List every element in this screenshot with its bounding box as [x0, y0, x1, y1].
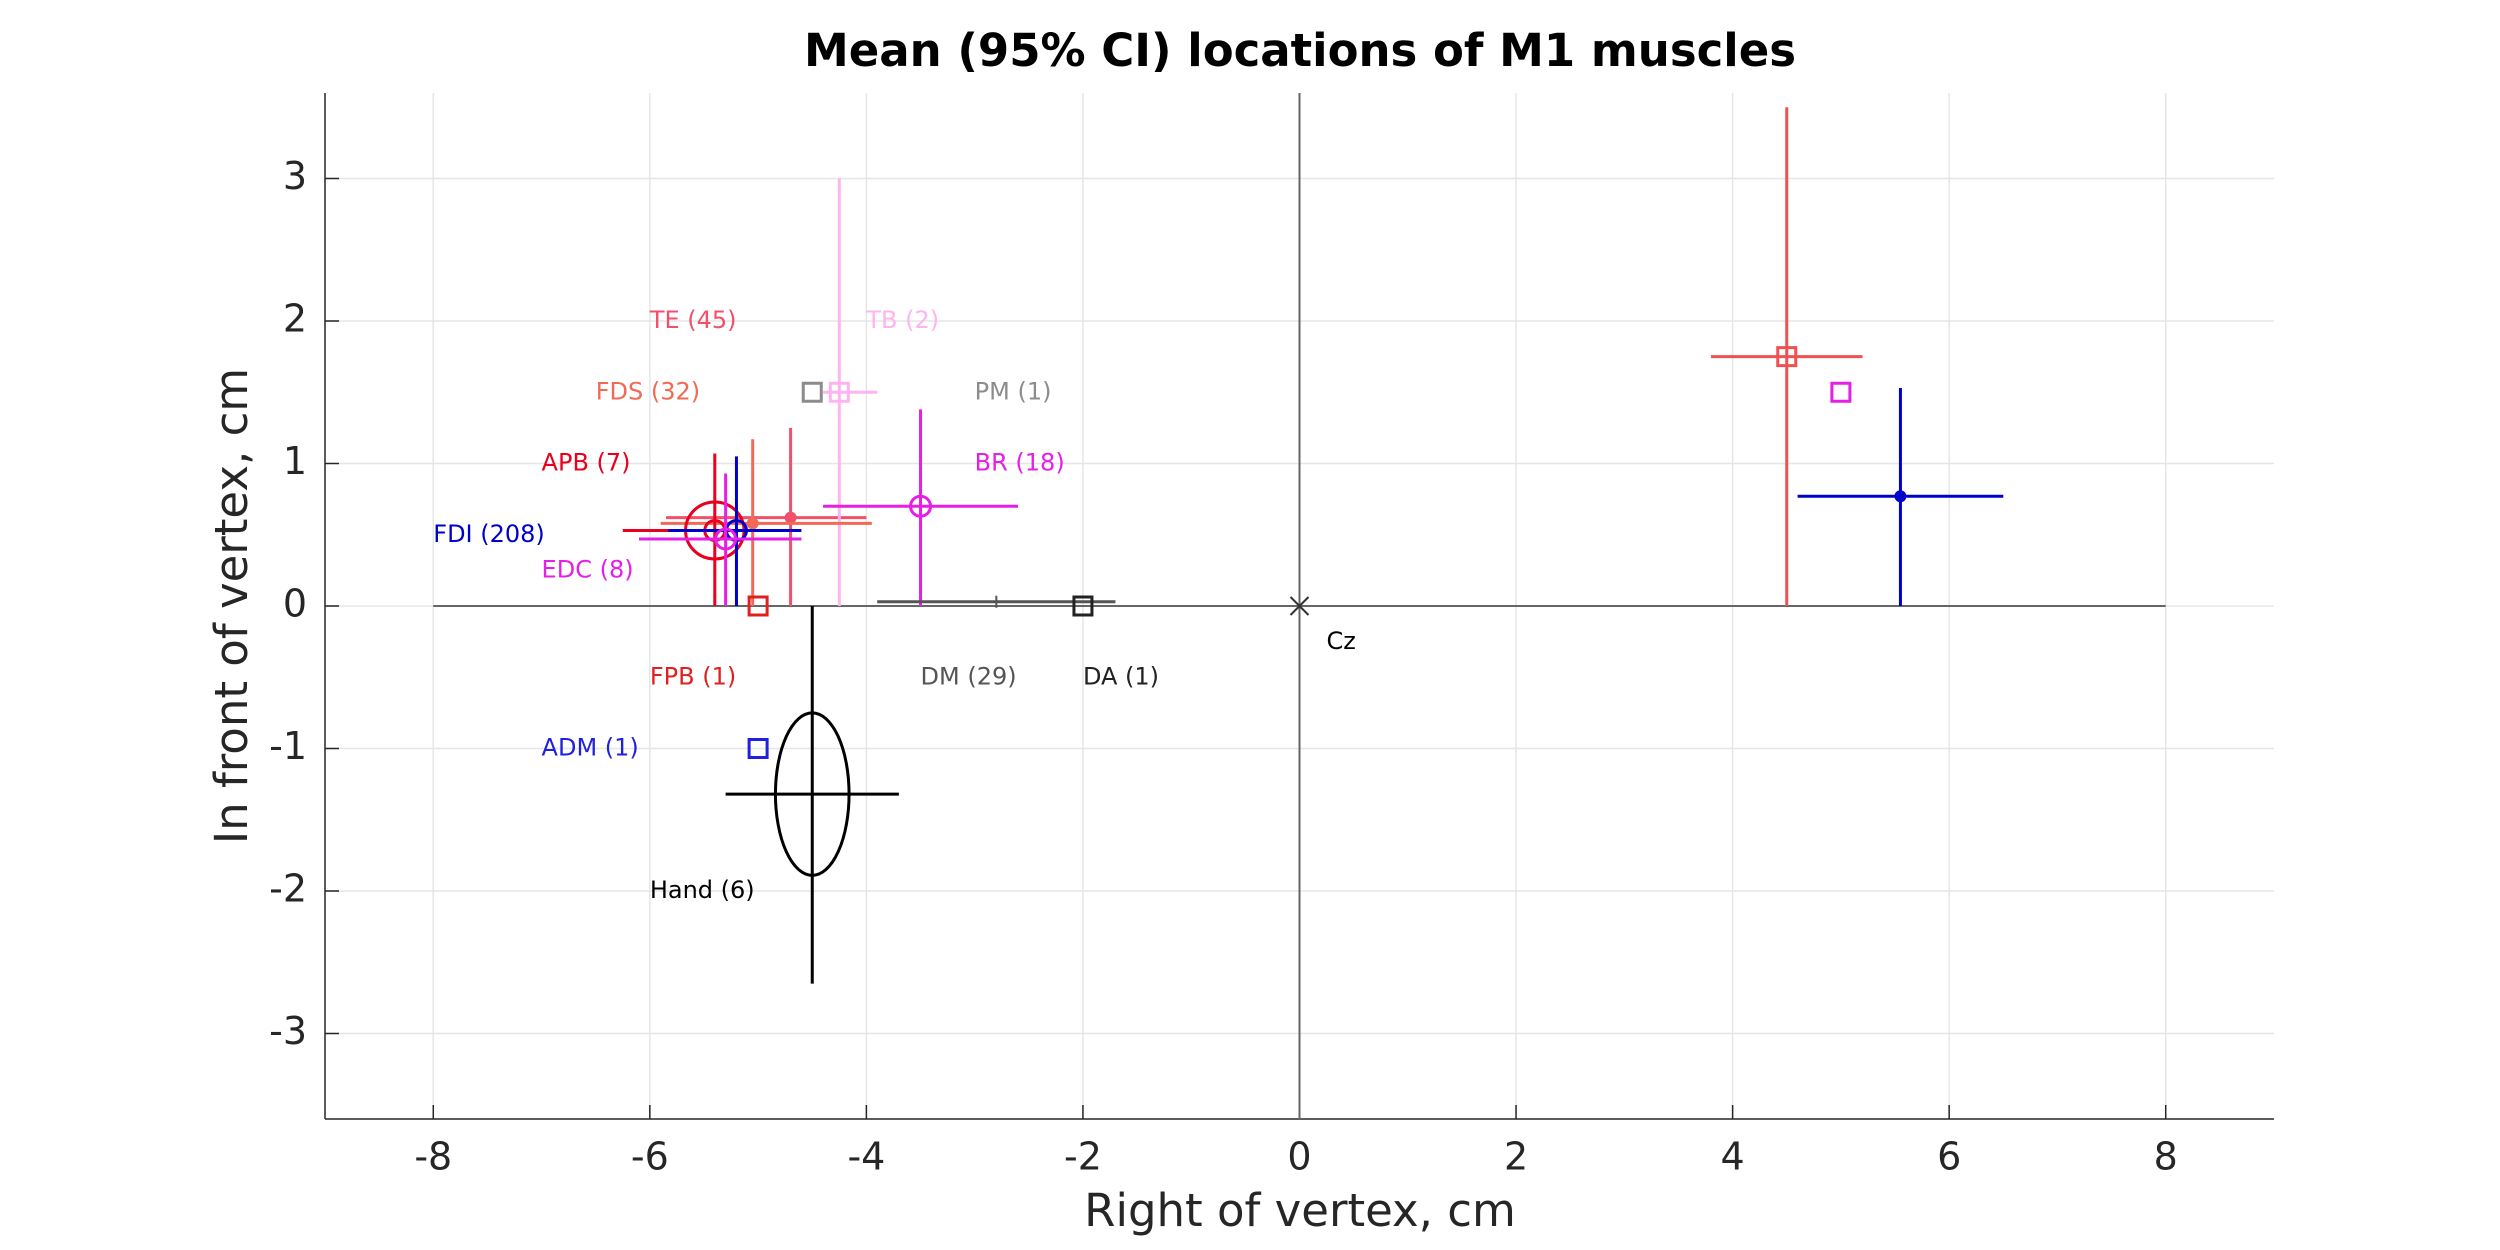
marker: [747, 595, 769, 617]
marker: [806, 788, 819, 801]
data-label: Hand (6): [650, 876, 755, 904]
marker: [747, 738, 769, 759]
marker: [1894, 490, 1907, 503]
data-label: DM (29): [921, 662, 1017, 690]
marker: [784, 511, 797, 524]
marker: [801, 381, 823, 403]
confidence-ellipse: [773, 711, 851, 877]
reference-marker: [1289, 596, 1310, 616]
y-tick-label: 0: [283, 582, 307, 626]
data-label: BR (18): [975, 449, 1065, 477]
marker: [746, 517, 759, 530]
marker: [828, 381, 850, 403]
data-label: DA (1): [1083, 662, 1159, 690]
x-tick-label: -6: [631, 1135, 669, 1179]
x-tick-label: 4: [1721, 1135, 1745, 1179]
marker: [714, 527, 738, 551]
data-label: FDI (208): [433, 520, 545, 548]
data-label: FPB (1): [650, 662, 736, 690]
x-tick-label: 6: [1937, 1135, 1961, 1179]
x-tick-label: -4: [847, 1135, 885, 1179]
x-tick-label: -8: [414, 1135, 452, 1179]
y-tick-label: 3: [283, 154, 307, 198]
data-label: PM (1): [975, 377, 1052, 405]
y-tick-label: 2: [283, 297, 307, 341]
x-axis-label: Right of vertex, cm: [1084, 1184, 1516, 1237]
y-tick-label: -2: [269, 867, 307, 911]
reference-label: Cz: [1327, 627, 1356, 655]
marker: [1776, 346, 1798, 368]
y-tick-label: -1: [269, 724, 307, 768]
data-label: APB (7): [542, 449, 631, 477]
data-label: EDC (8): [542, 555, 634, 583]
y-tick-label: -3: [269, 1009, 307, 1053]
x-tick-label: 8: [2154, 1135, 2178, 1179]
x-tick-label: -2: [1064, 1135, 1102, 1179]
data-label: FDS (32): [596, 377, 700, 405]
x-tick-label: 2: [1504, 1135, 1528, 1179]
marker: [990, 595, 1003, 608]
y-tick-label: 1: [283, 439, 307, 483]
data-label: ADM (1): [542, 734, 639, 762]
data-label: TE (45): [649, 306, 737, 334]
marker: [1072, 595, 1094, 617]
marker: [1830, 381, 1852, 403]
data-label: TB (2): [865, 306, 939, 334]
x-tick-label: 0: [1287, 1135, 1311, 1179]
marker: [909, 494, 933, 518]
chart-title: Mean (95% CI) locations of M1 muscles: [804, 24, 1796, 77]
y-axis-label: In front of vertex, cm: [205, 368, 258, 844]
